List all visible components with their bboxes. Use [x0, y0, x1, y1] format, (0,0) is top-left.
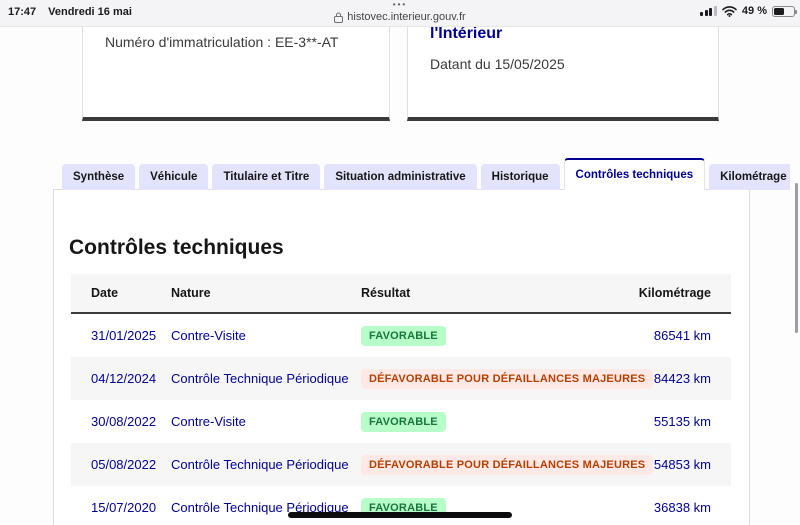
date-label: Vendredi 16 mai	[48, 6, 132, 18]
result-badge: DÉFAVORABLE POUR DÉFAILLANCES MAJEURES	[361, 454, 654, 475]
cell-kilometrage: 55135 km	[653, 414, 711, 429]
address-bar[interactable]: histovec.interieur.gouv.fr	[334, 11, 466, 23]
cell-result: FAVORABLE	[361, 325, 631, 346]
registration-number: Numéro d'immatriculation : EE-3**-AT	[105, 34, 339, 50]
tab-contr-les-techniques[interactable]: Contrôles techniques	[563, 158, 706, 190]
status-left: 17:47 Vendredi 16 mai	[8, 6, 132, 18]
table-row: 04/12/2024 Contrôle Technique Périodique D…	[71, 357, 731, 400]
col-header-km: Kilométrage	[638, 286, 711, 300]
table-row: 05/08/2022 Contrôle Technique Périodique D…	[71, 443, 731, 486]
tab-kilom-trage[interactable]: Kilométrage	[709, 164, 790, 190]
cell-date: 30/08/2022	[91, 414, 157, 429]
inspections-table: Date Nature Résultat Kilométrage 31/01/2…	[71, 274, 731, 525]
clock: 17:47	[8, 6, 37, 18]
table-row: 30/08/2022 Contre-Visite FAVORABLE 55135 km	[71, 400, 731, 443]
cell-date: 05/08/2022	[91, 457, 157, 472]
tab-panel: Contrôles techniques Date Nature Résulta…	[53, 189, 750, 525]
page-title: Contrôles techniques	[69, 236, 284, 259]
certificate-date: Datant du 15/05/2025	[430, 56, 565, 72]
col-header-nature: Nature	[171, 286, 211, 300]
tab-synth-se[interactable]: Synthèse	[62, 164, 136, 190]
vertical-scrollbar[interactable]	[795, 183, 798, 333]
certificate-card: l'Intérieur Datant du 15/05/2025	[407, 25, 719, 121]
cell-result: FAVORABLE	[361, 411, 631, 432]
cell-kilometrage: 36838 km	[653, 500, 711, 515]
cell-nature: Contre-Visite	[171, 328, 246, 343]
tab-historique[interactable]: Historique	[480, 164, 560, 190]
tab-titulaire-et-titre[interactable]: Titulaire et Titre	[212, 164, 321, 190]
cell-result: DÉFAVORABLE POUR DÉFAILLANCES MAJEURES	[361, 454, 654, 475]
wifi-icon	[722, 5, 737, 17]
col-header-result: Résultat	[361, 286, 411, 300]
cell-nature: Contrôle Technique Périodique	[171, 371, 349, 386]
certificate-title: l'Intérieur	[430, 25, 503, 42]
result-badge: DÉFAVORABLE POUR DÉFAILLANCES MAJEURES	[361, 368, 654, 389]
battery-icon	[772, 5, 797, 17]
cellular-signal-icon	[700, 6, 717, 16]
lock-icon	[334, 12, 344, 23]
tab-v-hicule[interactable]: Véhicule	[139, 164, 209, 190]
status-right: 49 %	[700, 5, 797, 17]
cell-kilometrage: 84423 km	[653, 371, 711, 386]
cell-result: DÉFAVORABLE POUR DÉFAILLANCES MAJEURES	[361, 368, 654, 389]
result-badge: FAVORABLE	[361, 325, 446, 346]
cell-date: 31/01/2025	[91, 328, 157, 343]
cell-date: 15/07/2020	[91, 500, 157, 515]
table-row: 31/01/2025 Contre-Visite FAVORABLE 86541 km	[71, 314, 731, 357]
cell-nature: Contre-Visite	[171, 414, 246, 429]
col-header-date: Date	[91, 286, 119, 300]
page-dots-icon: •••	[392, 0, 408, 9]
registration-card: Numéro d'immatriculation : EE-3**-AT	[82, 27, 390, 121]
result-badge: FAVORABLE	[361, 411, 446, 432]
cell-date: 04/12/2024	[91, 371, 157, 386]
cell-kilometrage: 54853 km	[653, 457, 711, 472]
cell-nature: Contrôle Technique Périodique	[171, 457, 349, 472]
tab-strip: Synthèse Véhicule Titulaire et Titre Situat…	[62, 158, 790, 190]
safari-top-bar: 17:47 Vendredi 16 mai ••• histovec.inter…	[0, 0, 800, 27]
url-text: histovec.interieur.gouv.fr	[347, 11, 466, 23]
home-indicator[interactable]	[288, 512, 512, 518]
tab-situation-administrative[interactable]: Situation administrative	[324, 164, 477, 190]
table-row: 15/07/2020 Contrôle Technique Périodique F…	[71, 486, 731, 525]
battery-percent: 49 %	[741, 5, 767, 17]
cell-nature: Contrôle Technique Périodique	[171, 500, 349, 515]
cell-kilometrage: 86541 km	[653, 328, 711, 343]
table-header-row: Date Nature Résultat Kilométrage	[71, 274, 731, 314]
